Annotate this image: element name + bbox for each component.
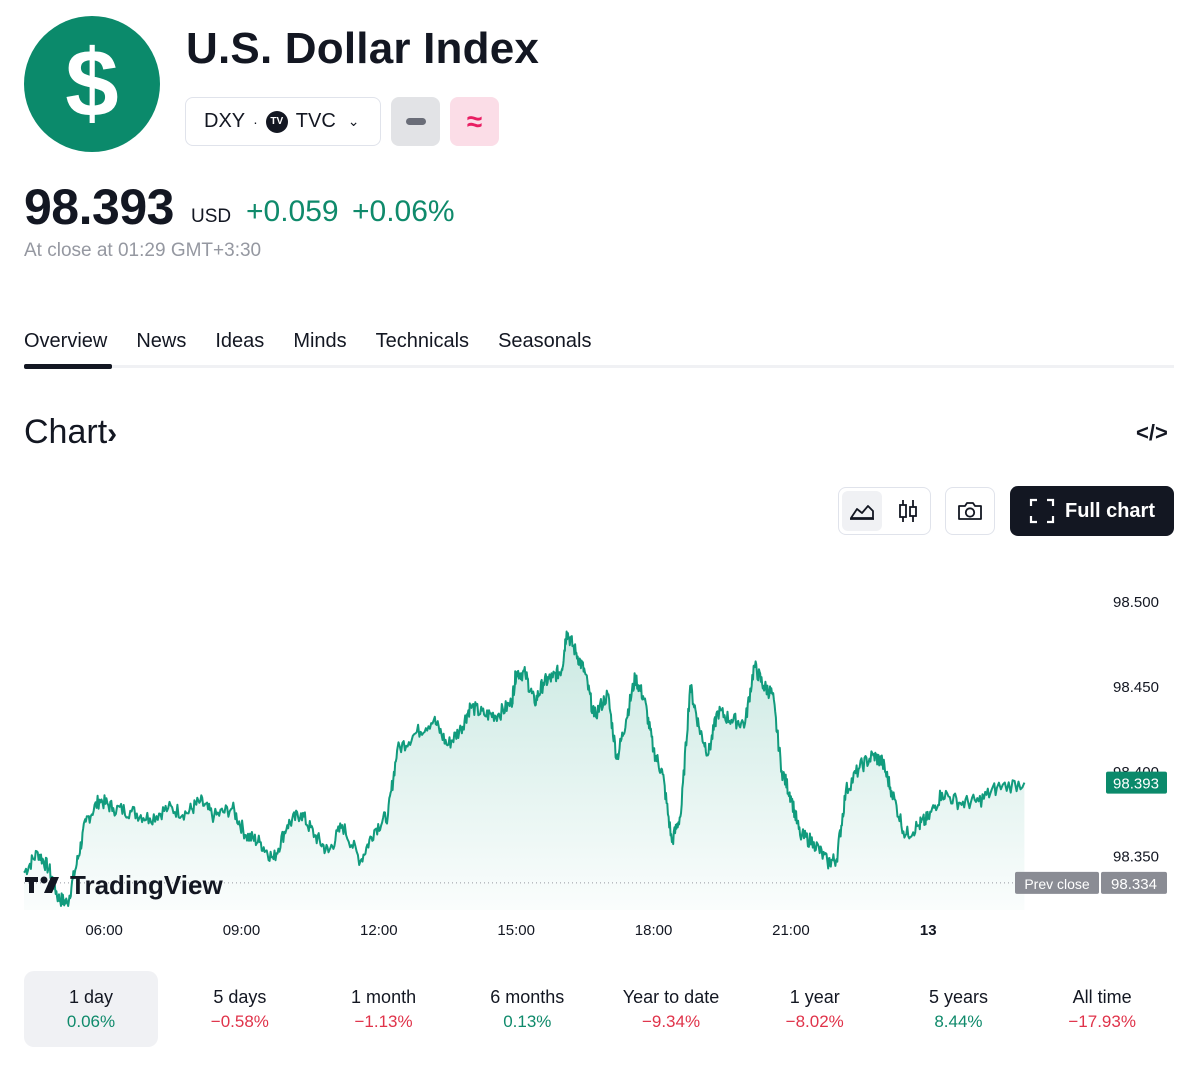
range-label: 5 years xyxy=(928,986,988,1007)
x-tick-label: 15:00 xyxy=(497,922,535,939)
x-tick-label: 06:00 xyxy=(85,922,123,939)
price-chart[interactable]: 98.50098.45098.40098.35006:0009:0012:001… xyxy=(0,540,1198,960)
candlestick-icon xyxy=(899,500,917,522)
range-change: −1.13% xyxy=(354,1011,413,1031)
area-chart-button[interactable] xyxy=(842,491,882,531)
range-label: 5 days xyxy=(213,986,267,1007)
range-1-year[interactable]: 1 year −8.02% xyxy=(743,971,887,1047)
y-tick-label: 98.350 xyxy=(1113,849,1159,866)
separator-dot: · xyxy=(253,113,258,130)
x-tick-label: 18:00 xyxy=(635,922,673,939)
y-tick-label: 98.500 xyxy=(1113,594,1159,611)
price-line xyxy=(23,630,1026,907)
x-tick-label: 12:00 xyxy=(360,922,398,939)
tradingview-wordmark: TradingView xyxy=(70,870,223,900)
neutral-rating-button[interactable] xyxy=(391,97,440,146)
snapshot-button[interactable] xyxy=(945,487,995,535)
tab-technicals[interactable]: Technicals xyxy=(375,330,470,352)
prev-close-label-box xyxy=(1015,871,1099,894)
ticker-label: DXY xyxy=(204,110,246,132)
prev-close-value: 98.334 xyxy=(1111,876,1157,893)
range-change: −17.93% xyxy=(1068,1011,1136,1031)
approx-icon: ≈ xyxy=(466,105,483,137)
price-change: +0.059 xyxy=(246,195,339,228)
embed-code-icon[interactable]: </> xyxy=(1136,420,1168,445)
x-tick-label: 21:00 xyxy=(772,922,810,939)
range-1-day[interactable]: 1 day 0.06% xyxy=(24,971,158,1047)
camera-icon xyxy=(958,502,982,520)
dollar-icon: $ xyxy=(65,30,119,137)
tradingview-watermark: TradingView xyxy=(25,870,223,900)
chart-heading-link[interactable]: Chart› xyxy=(24,413,117,452)
last-price-tag xyxy=(1106,771,1167,794)
approx-button[interactable]: ≈ xyxy=(450,97,499,146)
range-6-months[interactable]: 6 months 0.13% xyxy=(455,971,599,1047)
chart-type-group xyxy=(838,487,931,535)
range-label: 1 day xyxy=(68,986,114,1007)
tab-news[interactable]: News xyxy=(136,330,187,352)
chart-heading-text: Chart xyxy=(24,413,108,451)
symbol-selector[interactable]: DXY · TV TVC ⌄ xyxy=(185,97,381,146)
price-area-fill xyxy=(24,631,1025,910)
range-label: 1 year xyxy=(789,986,840,1007)
active-tab-indicator xyxy=(24,364,112,369)
range-change: −8.02% xyxy=(785,1011,844,1031)
prev-close-value-box xyxy=(1101,871,1167,894)
tab-ideas[interactable]: Ideas xyxy=(215,330,265,352)
minus-icon xyxy=(405,118,426,125)
tab-bar: Overview News Ideas Minds Technicals Sea… xyxy=(24,330,620,367)
full-chart-label: Full chart xyxy=(1064,499,1155,522)
fullscreen-icon xyxy=(1029,498,1055,524)
tab-seasonals[interactable]: Seasonals xyxy=(498,330,592,352)
exchange-label: TVC xyxy=(295,110,336,132)
currency-label: USD xyxy=(191,206,232,227)
range-change: −9.34% xyxy=(641,1011,701,1031)
tabs-divider xyxy=(24,365,1174,368)
full-chart-button[interactable]: Full chart xyxy=(1010,486,1174,536)
range-label: 6 months xyxy=(490,986,565,1007)
chevron-down-icon: ⌄ xyxy=(347,113,360,129)
chevron-right-icon: › xyxy=(107,417,118,450)
range-label: Year to date xyxy=(622,986,720,1007)
range-selector: 1 day 0.06% 5 days −0.58% 1 month −1.13% 6 mon… xyxy=(24,971,1174,1047)
price-change-percent: +0.06% xyxy=(352,195,455,228)
x-tick-label: 09:00 xyxy=(223,922,261,939)
range-change: −0.58% xyxy=(210,1011,269,1031)
dollar-logo: $ xyxy=(24,16,160,152)
range-label: All time xyxy=(1072,986,1132,1007)
range-label: 1 month xyxy=(351,986,417,1007)
price-value: 98.393 xyxy=(24,179,174,235)
last-price-tag-label: 98.393 xyxy=(1113,776,1159,793)
page-title: U.S. Dollar Index xyxy=(186,24,540,73)
range-5-days[interactable]: 5 days −0.58% xyxy=(168,971,312,1047)
range-change: 0.06% xyxy=(66,1011,116,1031)
tab-minds[interactable]: Minds xyxy=(293,330,347,352)
range-all-time[interactable]: All time −17.93% xyxy=(1030,971,1174,1047)
range-change: 0.13% xyxy=(503,1011,552,1031)
x-tick-label: 13 xyxy=(920,922,937,939)
range-change: 8.44% xyxy=(934,1011,983,1031)
tradingview-logo-icon xyxy=(25,876,59,893)
y-tick-label: 98.450 xyxy=(1113,679,1159,696)
prev-close-label: Prev close xyxy=(1024,876,1090,892)
close-time: At close at 01:29 GMT+3:30 xyxy=(24,240,262,261)
tradingview-exchange-icon: TV xyxy=(265,110,288,133)
range-year-to-date[interactable]: Year to date −9.34% xyxy=(599,971,743,1047)
area-chart-icon xyxy=(850,505,874,520)
tab-overview[interactable]: Overview xyxy=(24,330,108,352)
candlestick-button[interactable] xyxy=(888,491,928,531)
range-1-month[interactable]: 1 month −1.13% xyxy=(312,971,456,1047)
range-5-years[interactable]: 5 years 8.44% xyxy=(887,971,1031,1047)
